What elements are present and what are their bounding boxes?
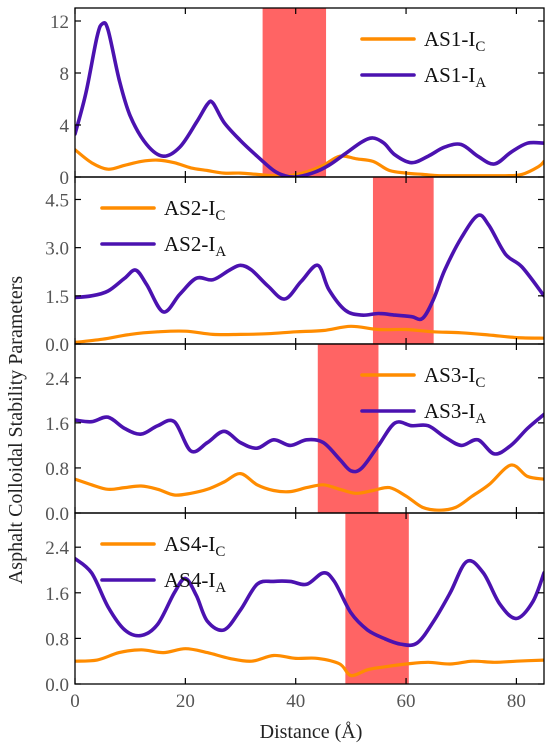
x-tick-label: 80 — [507, 691, 526, 712]
y-tick-label: 8 — [60, 64, 70, 85]
panel-frame — [74, 512, 545, 685]
legend-label-main: AS4-I — [164, 532, 215, 556]
legend-label: AS1-IC — [424, 27, 485, 55]
legend-label-main: AS4-I — [164, 568, 215, 592]
legend-label-main: AS3-I — [424, 399, 475, 423]
legend-label-subscript: C — [215, 544, 225, 560]
x-tick-label: 60 — [397, 691, 416, 712]
series-line-as3-ic — [75, 463, 544, 512]
series-line-as2-ia — [75, 213, 544, 322]
highlight-band — [317, 344, 379, 513]
panel-frame — [74, 176, 545, 345]
legend-label-main: AS2-I — [164, 232, 215, 256]
y-tick-label: 3.0 — [45, 239, 69, 260]
legend-label: AS2-IA — [164, 232, 226, 260]
legend-label: AS4-IA — [164, 568, 226, 596]
legend-label-subscript: A — [475, 411, 486, 427]
x-tick-label: 40 — [286, 691, 305, 712]
legend-label-subscript: C — [475, 375, 485, 391]
y-axis-label: Asphalt Colloidal Stability Parameters — [5, 276, 27, 585]
y-tick-label: 1.6 — [45, 584, 69, 605]
legend-label-subscript: A — [215, 244, 226, 260]
legend-label-subscript: C — [215, 208, 225, 224]
series-line-as1-ic — [75, 148, 544, 177]
series-line-as1-ia — [75, 20, 544, 177]
legend-entry-as4-ia: AS4-IA — [100, 568, 226, 596]
legend-label-main: AS2-I — [164, 196, 215, 220]
legend-label: AS3-IC — [424, 363, 485, 391]
legend-entry-as1-ia: AS1-IA — [360, 63, 486, 91]
highlight-band — [262, 8, 327, 177]
y-tick-label: 0 — [60, 168, 70, 189]
series-line-as4-ic — [75, 647, 544, 678]
y-tick-label: 2.4 — [45, 369, 69, 390]
series-line-as4-ia — [75, 556, 544, 648]
y-tick-label: 0.8 — [45, 629, 69, 650]
x-tick-label: 0 — [70, 691, 80, 712]
legend-entry-as1-ic: AS1-IC — [360, 27, 485, 55]
y-tick-label: 1.6 — [45, 414, 69, 435]
y-tick-label: 0.0 — [45, 675, 69, 696]
legend-label: AS2-IC — [164, 196, 225, 224]
legend-entry-as2-ic: AS2-IC — [100, 196, 225, 224]
legend-entry-as4-ic: AS4-IC — [100, 532, 225, 560]
x-axis-label: Distance (Å) — [260, 721, 363, 743]
series-line-as2-ic — [75, 324, 544, 344]
y-tick-label: 12 — [50, 12, 69, 33]
series-line-as3-ia — [75, 412, 544, 474]
legend-label-subscript: C — [475, 39, 485, 55]
legend-label-main: AS1-I — [424, 27, 475, 51]
legend-label: AS1-IA — [424, 63, 486, 91]
legend-label-main: AS1-I — [424, 63, 475, 87]
highlight-band — [345, 513, 409, 684]
legend-label-subscript: A — [215, 580, 226, 596]
legend-entry-as3-ic: AS3-IC — [360, 363, 485, 391]
legend-entry-as3-ia: AS3-IA — [360, 399, 486, 427]
y-tick-label: 0.8 — [45, 459, 69, 480]
y-tick-label: 0.0 — [45, 335, 69, 356]
x-tick-label: 20 — [176, 691, 195, 712]
y-tick-label: 4 — [60, 116, 70, 137]
legend-label: AS4-IC — [164, 532, 225, 560]
legend-label-subscript: A — [475, 75, 486, 91]
shared-axes: Distance (Å) Asphalt Colloidal Stability… — [5, 276, 362, 743]
y-tick-label: 0.0 — [45, 504, 69, 525]
y-tick-label: 2.4 — [45, 538, 69, 559]
legend-entry-as2-ia: AS2-IA — [100, 232, 226, 260]
y-tick-label: 4.5 — [45, 190, 69, 211]
y-tick-label: 1.5 — [45, 287, 69, 308]
legend-label: AS3-IA — [424, 399, 486, 427]
legend-label-main: AS3-I — [424, 363, 475, 387]
